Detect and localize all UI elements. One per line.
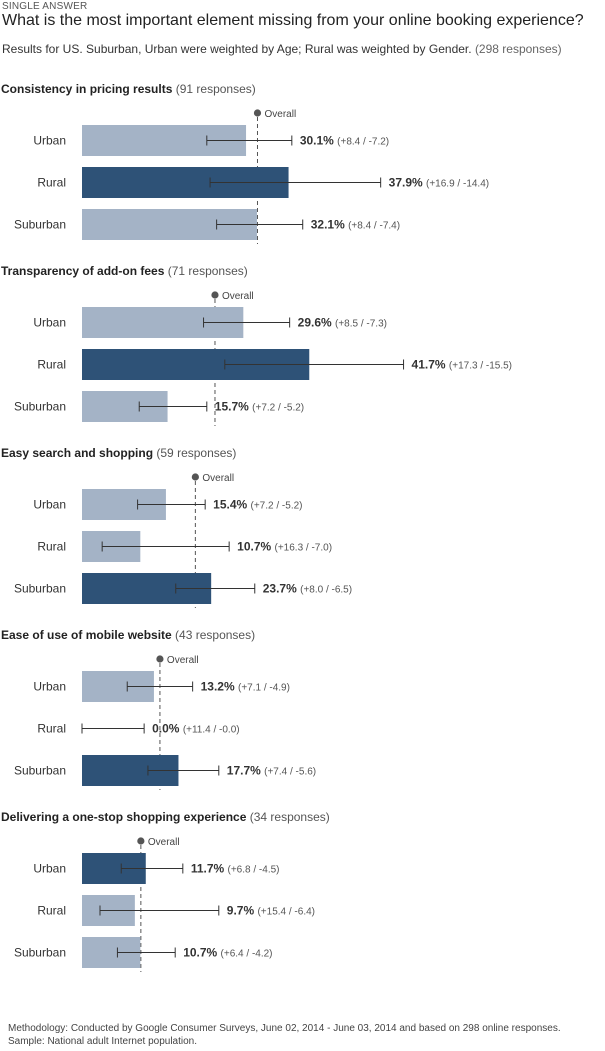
row-label: Rural	[37, 358, 66, 372]
value-label: 41.7% (+17.3 / -15.5)	[412, 358, 512, 372]
value-label-percent: 23.7%	[263, 582, 300, 596]
row-label: Suburban	[14, 764, 66, 778]
value-label-percent: 10.7%	[183, 946, 220, 960]
overall-label: Overall	[222, 291, 254, 302]
value-label: 10.7% (+6.4 / -4.2)	[183, 946, 272, 960]
value-label-percent: 37.9%	[389, 176, 426, 190]
question-type-label: SINGLE ANSWER	[2, 1, 88, 12]
group-title-text: Transparency of add-on fees	[1, 264, 168, 278]
value-label: 32.1% (+8.4 / -7.4)	[311, 218, 400, 232]
value-label-percent: 29.6%	[298, 316, 335, 330]
results-subtitle: Results for US. Suburban, Urban were wei…	[2, 42, 562, 56]
methodology-note: Methodology: Conducted by Google Consume…	[8, 1023, 561, 1047]
row-label: Rural	[37, 722, 66, 736]
value-label-percent: 0.0%	[152, 722, 183, 736]
group-title-text: Ease of use of mobile website	[1, 628, 175, 642]
row-label: Urban	[33, 680, 66, 694]
group-responses: (59 responses)	[156, 446, 236, 460]
row-label: Suburban	[14, 400, 66, 414]
value-label-percent: 11.7%	[191, 862, 228, 876]
value-label: 0.0% (+11.4 / -0.0)	[152, 722, 239, 736]
group-title: Ease of use of mobile website (43 respon…	[1, 628, 255, 642]
value-label-margin: (+6.8 / -4.5)	[228, 865, 280, 876]
overall-label: Overall	[167, 655, 199, 666]
value-label-percent: 17.7%	[227, 764, 264, 778]
value-label-margin: (+8.4 / -7.4)	[348, 221, 400, 232]
overall-marker	[191, 473, 199, 481]
value-label-percent: 15.7%	[215, 400, 252, 414]
value-label-margin: (+7.2 / -5.2)	[252, 403, 304, 414]
value-label-percent: 32.1%	[311, 218, 348, 232]
overall-label: Overall	[264, 109, 296, 120]
group-title-text: Consistency in pricing results	[1, 82, 176, 96]
overall-marker	[253, 109, 262, 117]
row-label: Urban	[33, 862, 66, 876]
value-label: 17.7% (+7.4 / -5.6)	[227, 764, 316, 778]
row-label: Urban	[33, 134, 66, 148]
value-label-margin: (+8.4 / -7.2)	[337, 137, 389, 148]
value-label: 13.2% (+7.1 / -4.9)	[201, 680, 290, 694]
question-title: What is the most important element missi…	[2, 12, 584, 29]
group-title: Consistency in pricing results (91 respo…	[1, 82, 256, 96]
group-title: Easy search and shopping (59 responses)	[1, 446, 236, 460]
value-label-margin: (+8.0 / -6.5)	[300, 585, 352, 596]
value-label: 10.7% (+16.3 / -7.0)	[237, 540, 332, 554]
value-label: 23.7% (+8.0 / -6.5)	[263, 582, 352, 596]
value-label-percent: 41.7%	[412, 358, 449, 372]
group-responses: (91 responses)	[176, 82, 256, 96]
value-label-margin: (+7.1 / -4.9)	[238, 683, 290, 694]
value-label-margin: (+8.5 / -7.3)	[335, 319, 387, 330]
total-responses: (298 responses)	[474, 42, 562, 56]
value-label: 30.1% (+8.4 / -7.2)	[300, 134, 389, 148]
value-label-margin: (+17.3 / -15.5)	[449, 361, 512, 372]
value-label-margin: (+16.9 / -14.4)	[426, 179, 489, 190]
value-label-percent: 10.7%	[237, 540, 274, 554]
group-responses: (34 responses)	[250, 810, 330, 824]
row-label: Suburban	[14, 218, 66, 232]
row-label: Urban	[33, 316, 66, 330]
row-label: Rural	[37, 540, 66, 554]
value-label: 15.7% (+7.2 / -5.2)	[215, 400, 304, 414]
value-label-margin: (+7.2 / -5.2)	[251, 501, 303, 512]
row-label: Rural	[37, 176, 66, 190]
value-label-margin: (+15.4 / -6.4)	[257, 907, 315, 918]
value-label-percent: 9.7%	[227, 904, 258, 918]
value-label-percent: 13.2%	[201, 680, 238, 694]
group-responses: (71 responses)	[168, 264, 248, 278]
grouped-bar-chart: Consistency in pricing results (91 respo…	[1, 82, 512, 972]
value-label: 15.4% (+7.2 / -5.2)	[213, 498, 302, 512]
group-title-text: Delivering a one-stop shopping experienc…	[1, 810, 250, 824]
row-label: Suburban	[14, 946, 66, 960]
group-responses: (43 responses)	[175, 628, 255, 642]
value-label-margin: (+6.4 / -4.2)	[221, 949, 273, 960]
row-label: Suburban	[14, 582, 66, 596]
overall-label: Overall	[202, 473, 234, 484]
overall-marker	[211, 291, 219, 299]
group-title: Delivering a one-stop shopping experienc…	[1, 810, 330, 824]
value-label-margin: (+7.4 / -5.6)	[264, 767, 316, 778]
value-label-percent: 30.1%	[300, 134, 337, 148]
value-label: 9.7% (+15.4 / -6.4)	[227, 904, 315, 918]
row-label: Urban	[33, 498, 66, 512]
value-label-margin: (+11.4 / -0.0)	[183, 725, 240, 736]
value-label: 37.9% (+16.9 / -14.4)	[389, 176, 489, 190]
overall-marker	[137, 837, 145, 845]
value-label: 29.6% (+8.5 / -7.3)	[298, 316, 387, 330]
row-label: Rural	[37, 904, 66, 918]
value-label-margin: (+16.3 / -7.0)	[275, 543, 333, 554]
value-label: 11.7% (+6.8 / -4.5)	[191, 862, 280, 876]
group-title-text: Easy search and shopping	[1, 446, 156, 460]
group-title: Transparency of add-on fees (71 response…	[1, 264, 248, 278]
value-label-percent: 15.4%	[213, 498, 250, 512]
overall-marker	[156, 655, 164, 663]
overall-label: Overall	[148, 837, 180, 848]
weighting-note: Results for US. Suburban, Urban were wei…	[2, 42, 472, 56]
